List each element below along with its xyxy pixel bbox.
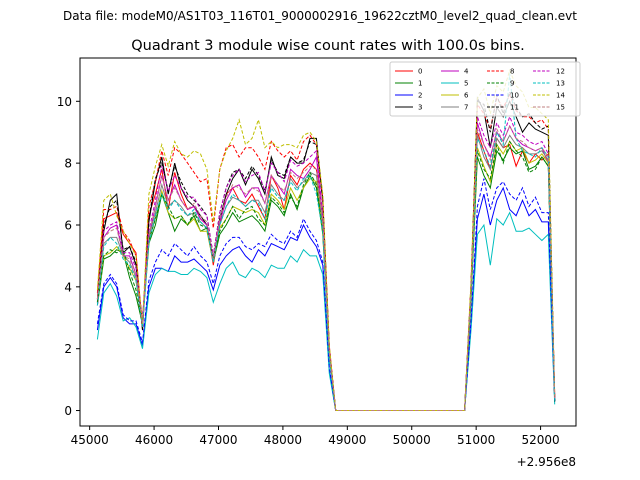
- series-line-1: [96, 146, 556, 411]
- legend-label-2: 2: [418, 92, 422, 100]
- y-tick-label: 6: [64, 218, 72, 232]
- series-line-12: [96, 115, 556, 411]
- legend-label-6: 6: [464, 92, 469, 100]
- axes-frame: [79, 57, 577, 427]
- legend-label-4: 4: [464, 68, 469, 76]
- y-tick-label: 10: [57, 95, 72, 109]
- series-line-5: [96, 211, 556, 411]
- legend-label-11: 11: [510, 104, 519, 112]
- legend-label-3: 3: [418, 104, 422, 112]
- y-tick-label: 4: [64, 280, 72, 294]
- data-file-suptitle: Data file: modeM0/AS1T03_116T01_90000029…: [63, 9, 577, 23]
- series-line-15: [96, 124, 556, 411]
- series-line-14: [96, 68, 556, 411]
- x-tick-label: 45000: [71, 433, 109, 447]
- legend-label-15: 15: [556, 104, 565, 112]
- legend-label-8: 8: [510, 68, 514, 76]
- x-tick-label: 46000: [135, 433, 173, 447]
- x-tick-label: 51000: [457, 433, 495, 447]
- x-tick-label: 48000: [264, 433, 302, 447]
- y-axis: 0 2 4 6 8 10: [57, 95, 80, 418]
- x-tick-label: 50000: [393, 433, 431, 447]
- x-tick-label: 49000: [328, 433, 366, 447]
- legend-label-9: 9: [510, 80, 514, 88]
- x-tick-label: 52000: [521, 433, 559, 447]
- chart-title: Quadrant 3 module wise count rates with …: [131, 38, 525, 54]
- y-tick-label: 8: [64, 157, 72, 171]
- series-line-2: [96, 186, 556, 411]
- legend-label-14: 14: [556, 92, 565, 100]
- legend-box: [389, 61, 581, 117]
- series-line-7: [96, 134, 556, 411]
- legend-label-5: 5: [464, 80, 468, 88]
- legend-label-12: 12: [556, 68, 565, 76]
- y-tick-label: 0: [64, 404, 72, 418]
- x-tick-label: 47000: [199, 433, 237, 447]
- plot-area: 45000 46000 47000 48000 49000 50000 51000 52000…: [57, 57, 581, 469]
- x-axis: 45000 46000 47000 48000 49000 50000 51000 52000: [71, 426, 560, 447]
- legend-label-13: 13: [556, 80, 565, 88]
- series-line-13: [96, 73, 556, 411]
- legend-label-0: 0: [418, 68, 422, 76]
- legend-label-7: 7: [464, 104, 468, 112]
- legend-label-1: 1: [418, 80, 422, 88]
- y-tick-label: 2: [64, 342, 72, 356]
- legend-label-10: 10: [510, 92, 519, 100]
- x-axis-offset-text: +2.956e8: [517, 455, 576, 469]
- series-line-10: [96, 178, 556, 411]
